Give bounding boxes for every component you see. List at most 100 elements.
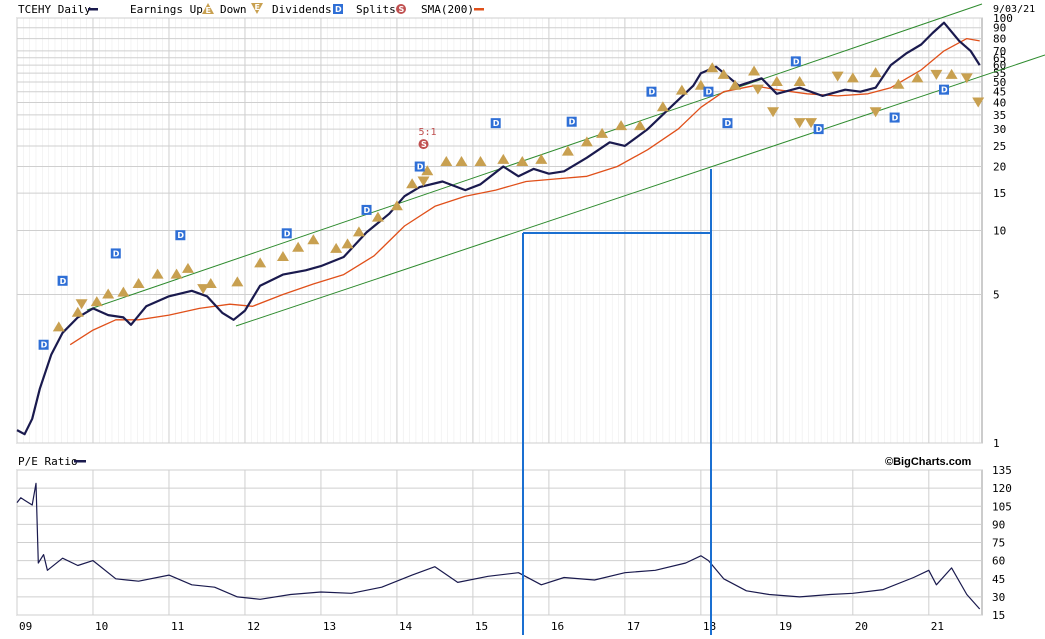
price-y-tick-label: 65 [993, 52, 1006, 65]
earnings-up-shape [440, 156, 453, 167]
dividend-marker-letter: D [793, 57, 800, 66]
dividend-shape [646, 86, 657, 97]
earnings-up-shape [846, 72, 859, 83]
earnings-up-marker [770, 75, 783, 86]
dividend-shape [361, 204, 372, 215]
svg-text:S: S [399, 5, 405, 14]
earnings-up-marker [675, 84, 688, 95]
x-tick-label: 21 [931, 620, 944, 633]
earnings-up-marker [535, 153, 548, 164]
earnings-up-marker [254, 257, 267, 268]
earnings-up-shape [71, 306, 84, 317]
earnings-up-marker [90, 296, 103, 307]
dividend-shape [490, 118, 501, 129]
x-tick-label: 15 [475, 620, 488, 633]
earnings-up-shape [869, 67, 882, 78]
price-y-tick-label: 1 [993, 437, 1000, 450]
price-y-tick-label: 50 [993, 76, 1006, 89]
x-tick-label: 13 [323, 620, 336, 633]
dividend-marker: D [703, 86, 714, 97]
pe-y-tick-label: 45 [992, 573, 1005, 586]
pe-y-tick-label: 60 [992, 555, 1005, 568]
earnings-down-shape [831, 71, 844, 82]
earnings-up-shape [675, 84, 688, 95]
dividend-marker: D [566, 116, 577, 127]
dividend-shape [813, 124, 824, 135]
earnings-up-shape [729, 79, 742, 90]
pe-y-tick-label: 135 [992, 464, 1012, 477]
earnings-up-marker [793, 75, 806, 86]
earnings-up-shape [352, 226, 365, 237]
price-y-tick-label: 100 [993, 12, 1013, 25]
pe-y-tick-label: 90 [992, 518, 1005, 531]
earnings-up-shape [596, 127, 609, 138]
earnings-up-marker [748, 65, 761, 76]
price-y-tick-label: 20 [993, 161, 1006, 174]
earnings-up-marker [132, 278, 145, 289]
dividend-marker: D [790, 56, 801, 67]
earnings-up-marker [371, 211, 384, 222]
dividend-marker-letter: D [816, 125, 823, 134]
earnings-up-marker [945, 68, 958, 79]
dividend-marker-letter: D [892, 114, 899, 123]
dividend-shape [939, 84, 950, 95]
dividend-marker-letter: D [284, 229, 291, 238]
earnings-up-marker [231, 276, 244, 287]
price-y-tick-label: 30 [993, 123, 1006, 136]
earnings-up-shape [911, 72, 924, 83]
x-tick-label: 10 [95, 620, 108, 633]
dividend-shape [889, 112, 900, 123]
earnings-up-marker [330, 242, 343, 253]
x-tick-label: 18 [703, 620, 716, 633]
price-y-tick-label: 40 [993, 97, 1006, 110]
dividends-label: Dividends [272, 3, 332, 16]
dividend-shape [703, 86, 714, 97]
dividend-marker-letter: D [724, 119, 731, 128]
earnings-down-icon: E [251, 3, 263, 14]
earnings-up-icon: E [202, 3, 214, 15]
earnings-up-marker [406, 178, 419, 189]
earnings-up-marker [52, 321, 65, 332]
earnings-up-marker [656, 101, 669, 112]
earnings-up-marker [497, 153, 510, 164]
earnings-up-marker [421, 165, 434, 176]
earnings-down-shape [805, 118, 818, 129]
earnings-up-marker [352, 226, 365, 237]
price-y-tick-label: 55 [993, 67, 1006, 80]
x-axis: 09 10 11 12 13 14 15 16 17 18 19 20 21 [19, 620, 944, 633]
x-tick-label: 14 [399, 620, 413, 633]
earnings-up-shape [181, 262, 194, 273]
earnings-up-marker [151, 268, 164, 279]
earnings-up-shape [455, 156, 468, 167]
price-line [16, 21, 981, 436]
earnings-up-marker [516, 156, 529, 167]
price-y-tick-label: 70 [993, 45, 1006, 58]
split-marker: S 5:1 [418, 127, 437, 150]
earnings-up-shape [276, 251, 289, 262]
dividend-marker-letter: D [705, 88, 712, 97]
earnings-up-shape [231, 276, 244, 287]
pe-y-tick-label: 105 [992, 500, 1012, 513]
earnings-up-marker [455, 156, 468, 167]
earnings-up-marker [615, 120, 628, 131]
earnings-up-shape [390, 200, 403, 211]
dividend-marker-letter: D [417, 163, 424, 172]
earnings-up-shape [945, 68, 958, 79]
price-y-tick-label: 35 [993, 109, 1006, 122]
earnings-up-shape [535, 153, 548, 164]
earnings-up-shape [580, 136, 593, 147]
earnings-up-shape [330, 242, 343, 253]
earnings-up-marker [846, 72, 859, 83]
earnings-up-marker [596, 127, 609, 138]
earnings-up-marker [729, 79, 742, 90]
earnings-up-marker [170, 268, 183, 279]
earnings-up-shape [406, 178, 419, 189]
x-tick-label: 17 [627, 620, 640, 633]
price-y-tick-label: 90 [993, 22, 1006, 35]
split-icon: S [396, 4, 406, 14]
trend-channel-lower [235, 54, 1045, 327]
earnings-down-shape [960, 73, 973, 84]
earnings-up-shape [706, 62, 719, 73]
dividend-marker-letter: D [113, 249, 120, 258]
earnings-up-marker [869, 67, 882, 78]
